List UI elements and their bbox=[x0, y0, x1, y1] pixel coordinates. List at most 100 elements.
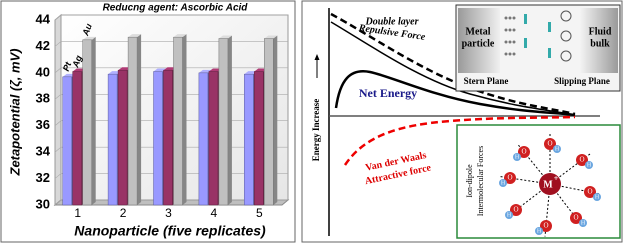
bar-top bbox=[82, 36, 96, 40]
bar-top bbox=[128, 34, 142, 38]
oxygen bbox=[570, 212, 582, 224]
slipping-label: Slipping Plane bbox=[554, 76, 610, 86]
bulk-label: bulk bbox=[590, 38, 610, 49]
energy-label: Energy Increase bbox=[311, 99, 321, 162]
hydrogen-label: H bbox=[555, 146, 560, 152]
double-layer-label: Double layer bbox=[364, 16, 418, 27]
ion-dipole-label: Ion-dipole bbox=[465, 164, 474, 198]
bar bbox=[107, 73, 118, 206]
oxygen bbox=[576, 154, 588, 166]
bar-side bbox=[91, 36, 96, 206]
bar bbox=[244, 73, 254, 206]
bar bbox=[127, 36, 138, 206]
fluid-bulk bbox=[580, 8, 618, 73]
oxygen-label: O bbox=[513, 206, 518, 214]
oxygen bbox=[544, 138, 556, 150]
bar bbox=[62, 76, 72, 206]
bar-top bbox=[218, 35, 232, 39]
y-tick-label: 44 bbox=[36, 11, 51, 26]
ion-dipole-label: Intermolecular Forces bbox=[476, 146, 485, 216]
oxygen-label: O bbox=[579, 156, 584, 164]
y-tick-label: 40 bbox=[36, 64, 50, 79]
chart-title: Reducng agent: Ascorbic Acid bbox=[103, 3, 249, 14]
grid-line bbox=[54, 67, 288, 74]
hydrogen bbox=[593, 193, 601, 201]
side-wall bbox=[54, 13, 62, 207]
hydrogen-label: H bbox=[595, 194, 600, 200]
legend-label: Ag bbox=[70, 54, 84, 70]
y-tick-label: 34 bbox=[36, 144, 51, 159]
hydrogen bbox=[513, 153, 521, 161]
x-tick-label: 2 bbox=[120, 206, 127, 220]
y-tick-label: 36 bbox=[36, 117, 50, 132]
vdw-curve bbox=[343, 115, 576, 166]
oxygen bbox=[518, 146, 530, 158]
y-tick-label: 38 bbox=[36, 91, 50, 106]
stern-label: Stern Plane bbox=[464, 76, 509, 86]
bar bbox=[153, 71, 163, 206]
charge-label: + bbox=[554, 174, 559, 183]
bar bbox=[82, 39, 92, 206]
hydrogen-label: H bbox=[537, 228, 542, 234]
bar bbox=[117, 69, 128, 206]
ion-layer bbox=[504, 10, 572, 62]
oxygen-label: O bbox=[573, 214, 578, 222]
hydrogen bbox=[505, 211, 513, 219]
y-tick-label: 30 bbox=[36, 196, 50, 211]
ion-dipole-inset bbox=[456, 124, 621, 239]
bar-top bbox=[264, 35, 278, 39]
bar bbox=[72, 71, 82, 206]
hydrogen bbox=[579, 219, 587, 227]
bar-side bbox=[227, 35, 232, 205]
x-tick-label: 3 bbox=[165, 206, 172, 220]
repulsive-curve bbox=[330, 21, 576, 116]
oxygen bbox=[510, 204, 522, 216]
hydrogen-label: H bbox=[587, 162, 592, 168]
bar bbox=[198, 72, 209, 206]
oxygen-label: O bbox=[587, 188, 592, 196]
hydrogen bbox=[585, 161, 593, 169]
oxygen-label: O bbox=[547, 140, 552, 148]
hydrogen-label: H bbox=[501, 180, 506, 186]
oxygen-label: O bbox=[507, 174, 512, 182]
x-tick-label: 1 bbox=[74, 206, 81, 220]
x-tick-label: 5 bbox=[256, 206, 263, 220]
metal-label: particle bbox=[462, 38, 495, 49]
oxygen bbox=[584, 186, 596, 198]
bar bbox=[208, 71, 219, 206]
hydrogen-label: H bbox=[507, 212, 512, 218]
x-tick-label: 4 bbox=[211, 206, 218, 220]
hydrogen bbox=[553, 145, 561, 153]
metal-label: Metal bbox=[466, 26, 491, 37]
metal-ion-label: M bbox=[543, 179, 553, 190]
bar bbox=[163, 69, 173, 206]
bar bbox=[218, 38, 229, 206]
y-tick-label: 42 bbox=[36, 38, 50, 53]
bar-top bbox=[173, 34, 187, 38]
oxygen-label: O bbox=[521, 148, 526, 156]
oxygen-label: O bbox=[543, 222, 548, 230]
metal-particle bbox=[458, 8, 500, 73]
y-tick-label: 32 bbox=[36, 170, 50, 185]
bulk-label: Fluid bbox=[589, 26, 612, 37]
x-axis-label: Nanoparticle (five replicates) bbox=[74, 223, 266, 239]
net-energy-curve bbox=[334, 70, 576, 117]
bar bbox=[173, 36, 183, 206]
bar-side bbox=[137, 34, 142, 205]
bar-side bbox=[273, 35, 278, 205]
grid-line bbox=[54, 41, 288, 47]
oxygen bbox=[504, 172, 516, 184]
arrow-head bbox=[314, 54, 320, 60]
bar bbox=[254, 71, 264, 206]
hydrogen bbox=[499, 179, 507, 187]
metal-ion bbox=[539, 173, 561, 195]
net-energy-label: Net Energy bbox=[359, 86, 417, 100]
legend-label: Au bbox=[80, 22, 94, 38]
y-axis-label: Zetapotential (ζ, mV) bbox=[7, 48, 22, 176]
hydrogen-label: H bbox=[581, 220, 586, 226]
oxygen bbox=[540, 220, 552, 232]
hydrogen bbox=[535, 227, 543, 235]
grid-line bbox=[54, 14, 288, 21]
bar bbox=[264, 38, 274, 206]
